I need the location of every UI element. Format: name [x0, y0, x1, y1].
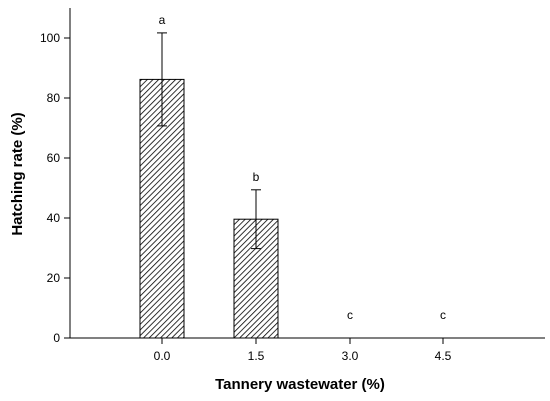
plot-area: 0 20 40 60 80 100 0.0 1.5 3.0 4.5 a b c c: [40, 8, 545, 363]
significance-label: b: [253, 170, 260, 184]
y-tick-label: 20: [47, 271, 61, 285]
y-tick-label: 80: [47, 91, 61, 105]
y-axis-label: Hatching rate (%): [9, 112, 26, 235]
x-tick-label: 3.0: [342, 349, 359, 363]
significance-label: c: [440, 308, 446, 322]
x-tick-label: 1.5: [248, 349, 265, 363]
significance-label: c: [347, 308, 353, 322]
x-axis-label: Tannery wastewater (%): [215, 376, 385, 393]
significance-label: a: [159, 13, 166, 27]
y-tick-label: 0: [53, 331, 60, 345]
y-tick-label: 100: [40, 31, 60, 45]
x-tick-label: 0.0: [154, 349, 171, 363]
x-tick-label: 4.5: [435, 349, 452, 363]
y-tick-label: 40: [47, 211, 61, 225]
y-tick-label: 60: [47, 151, 61, 165]
